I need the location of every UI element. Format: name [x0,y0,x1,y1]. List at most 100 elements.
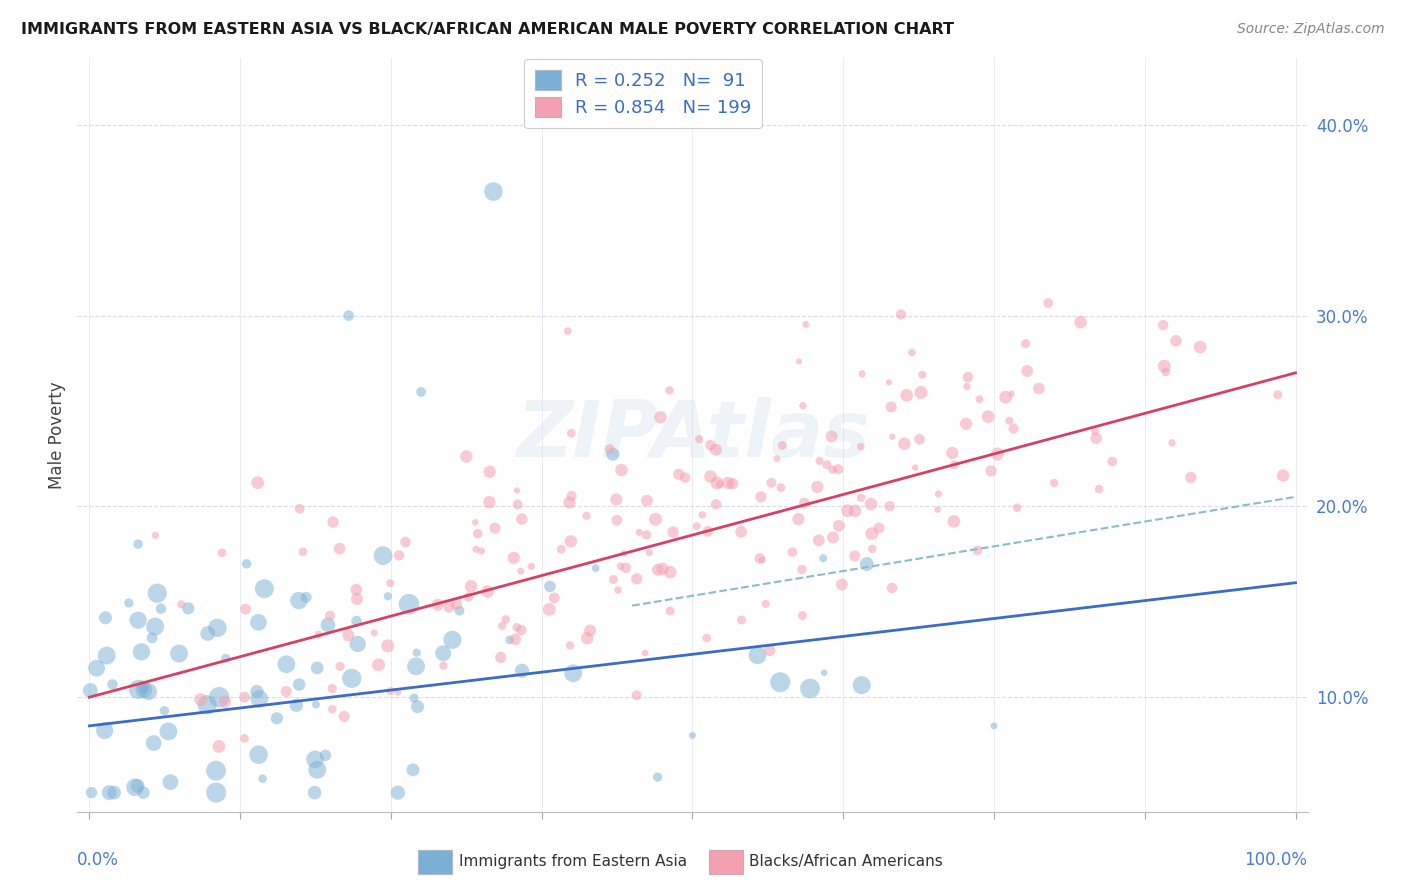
Point [215,651,238,665]
Point [80,786,103,800]
Point [828,518,851,533]
Point [337,309,360,323]
Point [449,604,471,618]
Point [127,537,149,551]
Point [288,677,311,691]
Point [634,646,657,660]
Point [977,409,1000,424]
Point [304,752,326,766]
Point [1000,386,1022,401]
Point [142,736,165,750]
Point [344,582,367,597]
Point [560,534,582,549]
Point [782,545,804,559]
Point [96,648,118,663]
Point [688,432,710,446]
Point [460,579,482,593]
Point [520,559,543,574]
Point [371,549,394,563]
Point [1189,340,1212,354]
Point [1153,359,1175,374]
Point [377,639,399,653]
Point [614,561,637,575]
Text: 100.0%: 100.0% [1244,851,1308,869]
Point [890,307,912,321]
Point [456,450,478,464]
Point [478,495,501,509]
Point [406,699,429,714]
Point [662,525,685,540]
Point [94,611,117,625]
Point [659,565,682,579]
Legend: R = 0.252   N=  91, R = 0.854   N= 199: R = 0.252 N= 91, R = 0.854 N= 199 [524,60,762,128]
Point [696,631,718,645]
Point [557,324,579,338]
Point [882,430,904,444]
Text: Blacks/African Americans: Blacks/African Americans [749,855,943,869]
Text: Source: ZipAtlas.com: Source: ZipAtlas.com [1237,22,1385,37]
Point [1005,500,1028,515]
Point [880,581,903,595]
Point [363,626,385,640]
Point [145,528,167,542]
Point [860,526,883,541]
Point [495,612,517,626]
Point [793,496,815,510]
Point [467,526,489,541]
Point [195,698,218,712]
Point [1043,475,1066,490]
Point [509,564,531,578]
Point [337,628,360,642]
Point [285,698,308,713]
Point [792,608,814,623]
Point [628,525,651,540]
Point [402,691,425,706]
Point [304,786,326,800]
Point [602,573,624,587]
Point [276,657,298,672]
Point [980,464,1002,478]
Point [437,599,460,614]
Point [943,458,966,472]
Point [319,608,342,623]
Point [321,681,343,696]
Point [787,354,810,368]
Text: IMMIGRANTS FROM EASTERN ASIA VS BLACK/AFRICAN AMERICAN MALE POVERTY CORRELATION : IMMIGRANTS FROM EASTERN ASIA VS BLACK/AF… [21,22,955,37]
Point [233,690,256,705]
Point [205,786,228,800]
Point [823,530,845,544]
Point [696,524,718,539]
Point [432,646,454,660]
Point [246,684,269,698]
Point [896,388,918,402]
Point [329,541,352,556]
Point [560,426,582,441]
Point [650,410,672,425]
Point [510,624,533,638]
Point [647,563,669,577]
Point [868,521,890,535]
Point [610,463,633,477]
Point [1101,454,1123,468]
Point [464,516,486,530]
Point [538,579,561,593]
Point [86,661,108,675]
Point [307,763,329,777]
Point [146,586,169,600]
Point [346,591,368,606]
Point [503,632,526,647]
Point [942,514,965,528]
Point [101,677,124,691]
Point [966,543,988,558]
Point [751,553,773,567]
Point [233,731,256,746]
Point [658,384,681,398]
Point [214,695,236,709]
Point [815,458,838,472]
Point [849,440,872,454]
Point [295,591,318,605]
Point [1152,318,1174,333]
Point [851,678,873,692]
Point [770,438,793,452]
Point [550,542,572,557]
